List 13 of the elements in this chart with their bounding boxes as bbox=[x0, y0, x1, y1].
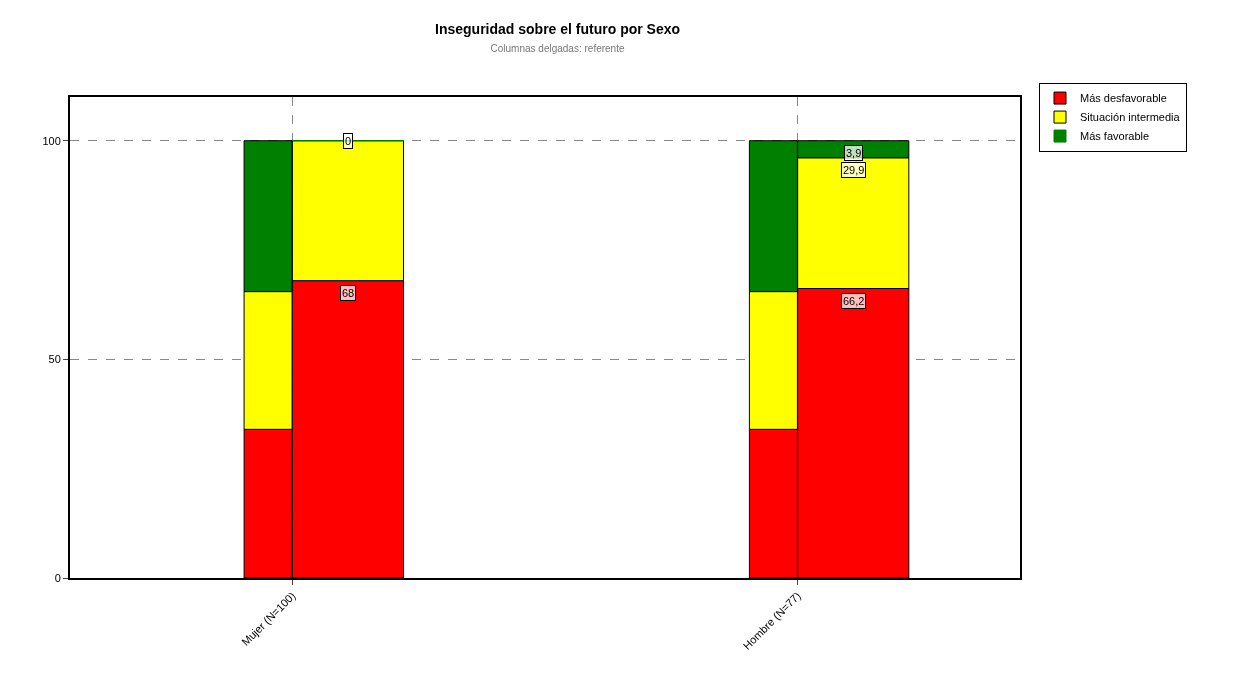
chart-title: Inseguridad sobre el futuro por Sexo bbox=[435, 21, 681, 38]
data-label: 0 bbox=[345, 135, 352, 147]
y-tick-label: 100 bbox=[42, 134, 61, 147]
legend-label: Más desfavorable bbox=[1080, 92, 1167, 105]
data-label: 66,2 bbox=[843, 295, 865, 307]
chart-subtitle: Columnas delgadas: referente bbox=[490, 43, 625, 55]
legend-label: Situación intermedia bbox=[1080, 111, 1181, 124]
data-label: 29,9 bbox=[843, 164, 865, 176]
data-label: 3,9 bbox=[846, 147, 862, 159]
legend-label: Más favorable bbox=[1080, 130, 1150, 143]
y-tick-label: 50 bbox=[48, 353, 61, 366]
y-tick-label: 0 bbox=[54, 571, 61, 584]
data-label: 68 bbox=[342, 287, 355, 299]
